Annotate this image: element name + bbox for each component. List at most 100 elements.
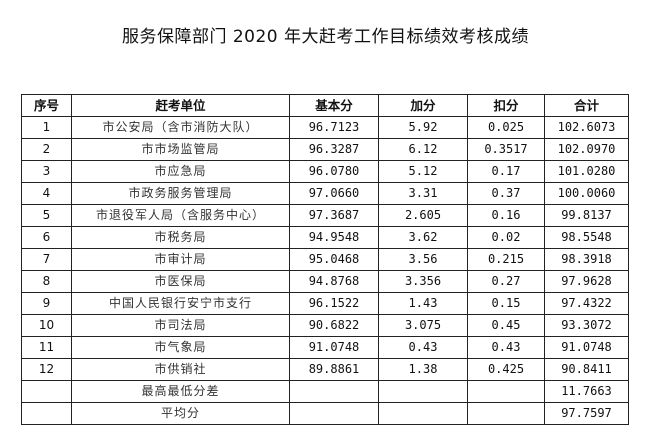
cell-index: 12 xyxy=(21,358,72,381)
table-row: 3 市应急局 96.0780 5.12 0.17 101.0280 xyxy=(21,160,629,183)
cell-total: 101.0280 xyxy=(544,160,629,183)
cell-bonus-empty xyxy=(378,402,468,425)
cell-bonus: 3.31 xyxy=(378,182,468,205)
cell-bonus: 2.605 xyxy=(378,204,468,227)
cell-base-score: 96.0780 xyxy=(289,160,379,183)
cell-unit: 市税务局 xyxy=(71,226,290,249)
cell-total: 100.0060 xyxy=(544,182,629,205)
cell-bonus: 3.075 xyxy=(378,314,468,337)
summary-row-average: 平均分 97.7597 xyxy=(21,402,629,425)
header-unit: 赶考单位 xyxy=(71,94,290,117)
cell-index: 6 xyxy=(21,226,72,249)
header-bonus: 加分 xyxy=(378,94,468,117)
table-row: 5 市退役军人局（含服务中心） 97.3687 2.605 0.16 99.81… xyxy=(21,204,629,227)
cell-base-score: 96.1522 xyxy=(289,292,379,315)
cell-unit: 市审计局 xyxy=(71,248,290,271)
cell-base-score: 96.3287 xyxy=(289,138,379,161)
cell-index-empty xyxy=(21,380,72,403)
cell-base-score: 89.8861 xyxy=(289,358,379,381)
cell-index: 5 xyxy=(21,204,72,227)
cell-deduction: 0.3517 xyxy=(467,138,545,161)
cell-total: 102.6073 xyxy=(544,116,629,139)
cell-unit: 市退役军人局（含服务中心） xyxy=(71,204,290,227)
cell-base-score: 95.0468 xyxy=(289,248,379,271)
max-min-diff-value: 11.7663 xyxy=(544,380,629,403)
cell-unit: 中国人民银行安宁市支行 xyxy=(71,292,290,315)
table-row: 2 市市场监管局 96.3287 6.12 0.3517 102.0970 xyxy=(21,138,629,161)
table-row: 7 市审计局 95.0468 3.56 0.215 98.3918 xyxy=(21,248,629,271)
cell-bonus: 3.62 xyxy=(378,226,468,249)
cell-bonus: 3.56 xyxy=(378,248,468,271)
cell-deduction-empty xyxy=(467,402,545,425)
cell-total: 97.4322 xyxy=(544,292,629,315)
cell-index: 1 xyxy=(21,116,72,139)
cell-base-score: 97.0660 xyxy=(289,182,379,205)
cell-total: 93.3072 xyxy=(544,314,629,337)
average-value: 97.7597 xyxy=(544,402,629,425)
cell-base-score: 91.0748 xyxy=(289,336,379,359)
cell-deduction: 0.17 xyxy=(467,160,545,183)
header-total: 合计 xyxy=(544,94,629,117)
cell-bonus: 1.38 xyxy=(378,358,468,381)
cell-unit: 市市场监管局 xyxy=(71,138,290,161)
cell-total: 97.9628 xyxy=(544,270,629,293)
cell-unit: 市气象局 xyxy=(71,336,290,359)
cell-deduction: 0.15 xyxy=(467,292,545,315)
cell-deduction: 0.16 xyxy=(467,204,545,227)
cell-bonus: 0.43 xyxy=(378,336,468,359)
cell-total: 91.0748 xyxy=(544,336,629,359)
cell-deduction: 0.27 xyxy=(467,270,545,293)
cell-index: 3 xyxy=(21,160,72,183)
cell-deduction: 0.37 xyxy=(467,182,545,205)
cell-bonus-empty xyxy=(378,380,468,403)
cell-base-score: 97.3687 xyxy=(289,204,379,227)
cell-unit: 市医保局 xyxy=(71,270,290,293)
cell-index: 4 xyxy=(21,182,72,205)
cell-base-score: 90.6822 xyxy=(289,314,379,337)
cell-deduction: 0.45 xyxy=(467,314,545,337)
average-label: 平均分 xyxy=(71,402,290,425)
summary-row-max-min-diff: 最高最低分差 11.7663 xyxy=(21,380,629,403)
page-title: 服务保障部门 2020 年大赶考工作目标绩效考核成绩 xyxy=(121,27,530,47)
cell-unit: 市司法局 xyxy=(71,314,290,337)
cell-unit: 市应急局 xyxy=(71,160,290,183)
cell-index-empty xyxy=(21,402,72,425)
header-index: 序号 xyxy=(21,94,72,117)
cell-deduction: 0.215 xyxy=(467,248,545,271)
cell-total: 90.8411 xyxy=(544,358,629,381)
cell-bonus: 5.12 xyxy=(378,160,468,183)
table-row: 8 市医保局 94.8768 3.356 0.27 97.9628 xyxy=(21,270,629,293)
cell-index: 7 xyxy=(21,248,72,271)
cell-base-score: 94.9548 xyxy=(289,226,379,249)
cell-unit: 市供销社 xyxy=(71,358,290,381)
cell-index: 10 xyxy=(21,314,72,337)
cell-deduction-empty xyxy=(467,380,545,403)
cell-total: 98.5548 xyxy=(544,226,629,249)
cell-bonus: 6.12 xyxy=(378,138,468,161)
cell-index: 11 xyxy=(21,336,72,359)
cell-base-score-empty xyxy=(289,380,379,403)
cell-total: 98.3918 xyxy=(544,248,629,271)
table-row: 4 市政务服务管理局 97.0660 3.31 0.37 100.0060 xyxy=(21,182,629,205)
max-min-diff-label: 最高最低分差 xyxy=(71,380,290,403)
cell-deduction: 0.43 xyxy=(467,336,545,359)
cell-index: 8 xyxy=(21,270,72,293)
table-row: 9 中国人民银行安宁市支行 96.1522 1.43 0.15 97.4322 xyxy=(21,292,629,315)
table-row: 12 市供销社 89.8861 1.38 0.425 90.8411 xyxy=(21,358,629,381)
cell-bonus: 3.356 xyxy=(378,270,468,293)
cell-total: 99.8137 xyxy=(544,204,629,227)
cell-deduction: 0.025 xyxy=(467,116,545,139)
table-header-row: 序号 赶考单位 基本分 加分 扣分 合计 xyxy=(21,94,629,117)
cell-bonus: 1.43 xyxy=(378,292,468,315)
table-row: 1 市公安局（含市消防大队） 96.7123 5.92 0.025 102.60… xyxy=(21,116,629,139)
table-row: 6 市税务局 94.9548 3.62 0.02 98.5548 xyxy=(21,226,629,249)
cell-index: 2 xyxy=(21,138,72,161)
cell-base-score-empty xyxy=(289,402,379,425)
cell-base-score: 94.8768 xyxy=(289,270,379,293)
cell-index: 9 xyxy=(21,292,72,315)
cell-base-score: 96.7123 xyxy=(289,116,379,139)
score-table: 序号 赶考单位 基本分 加分 扣分 合计 1 市公安局（含市消防大队） 96.7… xyxy=(21,94,629,425)
cell-deduction: 0.425 xyxy=(467,358,545,381)
header-base-score: 基本分 xyxy=(289,94,379,117)
table-row: 10 市司法局 90.6822 3.075 0.45 93.3072 xyxy=(21,314,629,337)
